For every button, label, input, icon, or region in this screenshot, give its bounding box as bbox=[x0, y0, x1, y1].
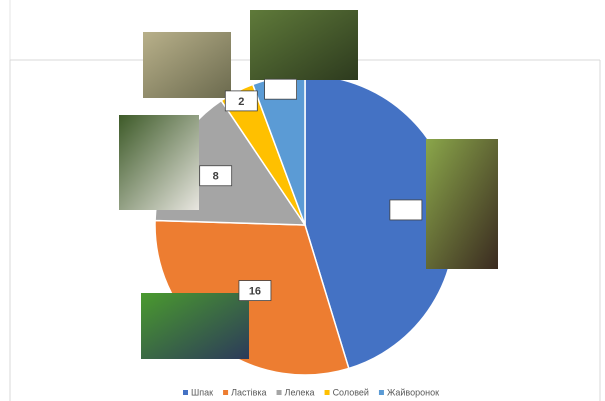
legend-label: Соловей bbox=[333, 387, 369, 397]
data-label-box bbox=[389, 199, 423, 221]
legend-label: Жайворонок bbox=[387, 387, 439, 397]
legend-label: Ластівка bbox=[231, 387, 266, 397]
photos bbox=[119, 10, 498, 359]
legend-label: Шпак bbox=[191, 387, 213, 397]
legend-swatch bbox=[223, 390, 229, 395]
legend-swatch bbox=[276, 390, 282, 395]
photo bbox=[119, 115, 199, 210]
photo bbox=[250, 10, 358, 80]
data-label: 8 bbox=[213, 171, 219, 183]
data-label-box bbox=[199, 165, 233, 187]
photo bbox=[143, 32, 231, 98]
data-label: 16 bbox=[249, 285, 261, 297]
data-label-box bbox=[224, 90, 258, 112]
data-label-box bbox=[238, 280, 272, 301]
photo bbox=[426, 139, 498, 269]
data-label: 2 bbox=[238, 96, 244, 108]
legend-label: Лелека bbox=[285, 387, 315, 397]
legend-swatch bbox=[378, 390, 384, 395]
data-label-box bbox=[264, 78, 297, 100]
legend: Шпак Ластівка Лелека Соловей Жайворонок bbox=[183, 387, 439, 397]
photo bbox=[141, 293, 249, 359]
legend-swatch bbox=[324, 390, 330, 395]
legend-swatch bbox=[183, 390, 188, 395]
